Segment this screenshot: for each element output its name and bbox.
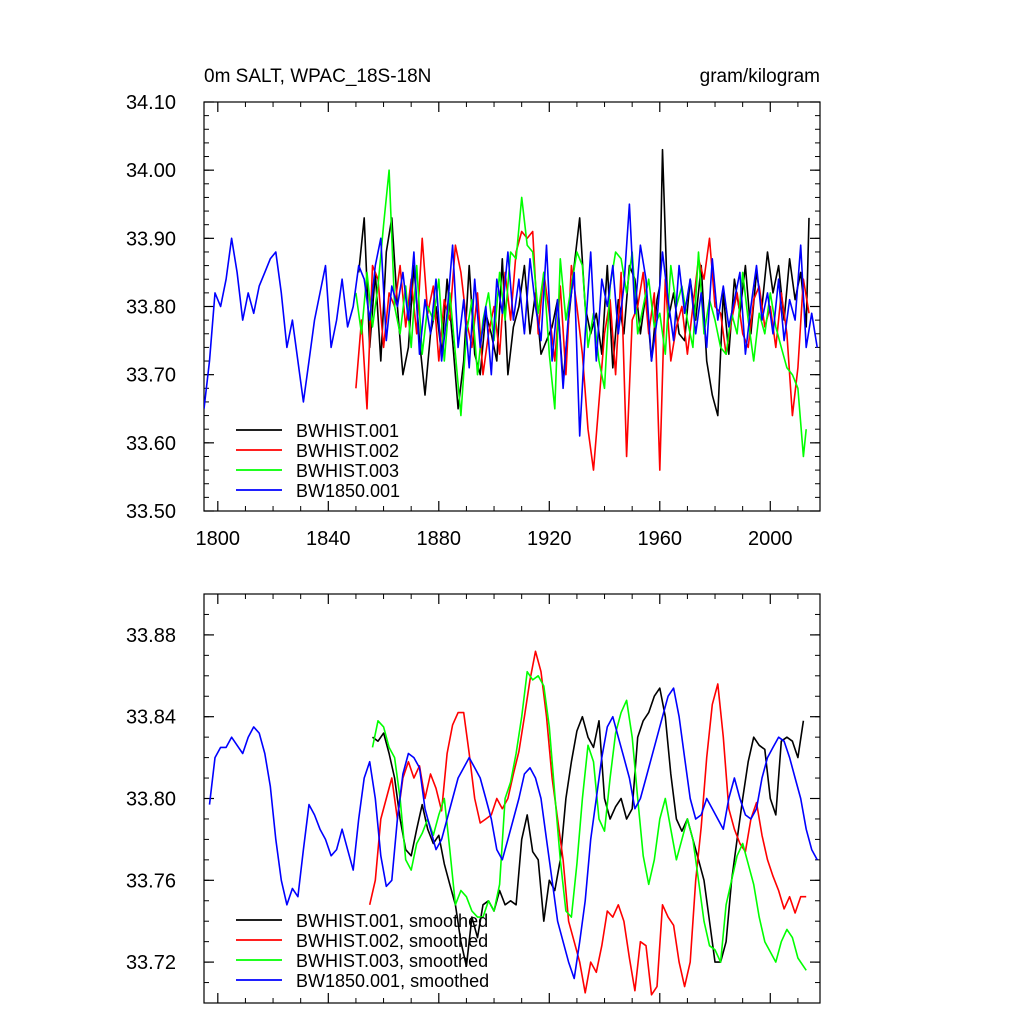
y-tick-label: 33.72 [126,952,176,974]
x-tick-label: 1840 [306,528,351,550]
y-tick-label: 34.10 [126,92,176,114]
series-line-bwhist-002 [355,230,810,471]
y-tick-label: 33.84 [126,707,176,729]
bottom-plot-area: 33.72 33.76 33.80 33.84 33.88 BWHIST.001, smo… [126,593,821,1004]
legend-label: BWHIST.003, smoothed [296,951,488,971]
top-chart-units: gram/kilogram [700,66,820,87]
legend-label: BWHIST.003 [296,461,399,481]
y-tick-label: 34.00 [126,160,176,182]
legend-label: BW1850.001, smoothed [296,971,489,991]
series-line-bwhist-003 [355,169,807,458]
y-tick-label: 33.76 [126,870,176,892]
legend-label: BWHIST.001 [296,421,399,441]
x-tick-label: 1880 [417,528,462,550]
series-group [208,650,818,996]
series-line-bw1850-001 [204,203,818,437]
legend-label: BWHIST.002 [296,441,399,461]
legend-label: BW1850.001 [296,481,400,501]
y-tick-label: 33.80 [126,297,176,319]
y-tick-label: 33.88 [126,625,176,647]
series-line-bwhist-003-smoothed [371,670,807,971]
legend-label: BWHIST.002, smoothed [296,931,488,951]
y-tick-label: 33.90 [126,228,176,250]
x-tick-label: 1960 [638,528,683,550]
top-chart-title: 0m SALT, WPAC_18S-18N [204,66,431,87]
y-tick-label: 33.50 [126,501,176,523]
legend-label: BWHIST.001, smoothed [296,911,488,931]
series-group [204,148,818,471]
x-tick-label: 2000 [748,528,793,550]
y-tick-label: 33.60 [126,433,176,455]
series-line-bw1850-001-smoothed [208,687,818,980]
x-tick-label: 1920 [527,528,572,550]
x-tick-label: 1800 [196,528,241,550]
y-tick-label: 33.70 [126,365,176,387]
top-plot-area: 1800 1840 1880 1920 1960 2000 33.50 33.60 33.70 3… [126,92,821,550]
series-line-bwhist-002-smoothed [368,650,807,996]
y-tick-label: 33.80 [126,789,176,811]
